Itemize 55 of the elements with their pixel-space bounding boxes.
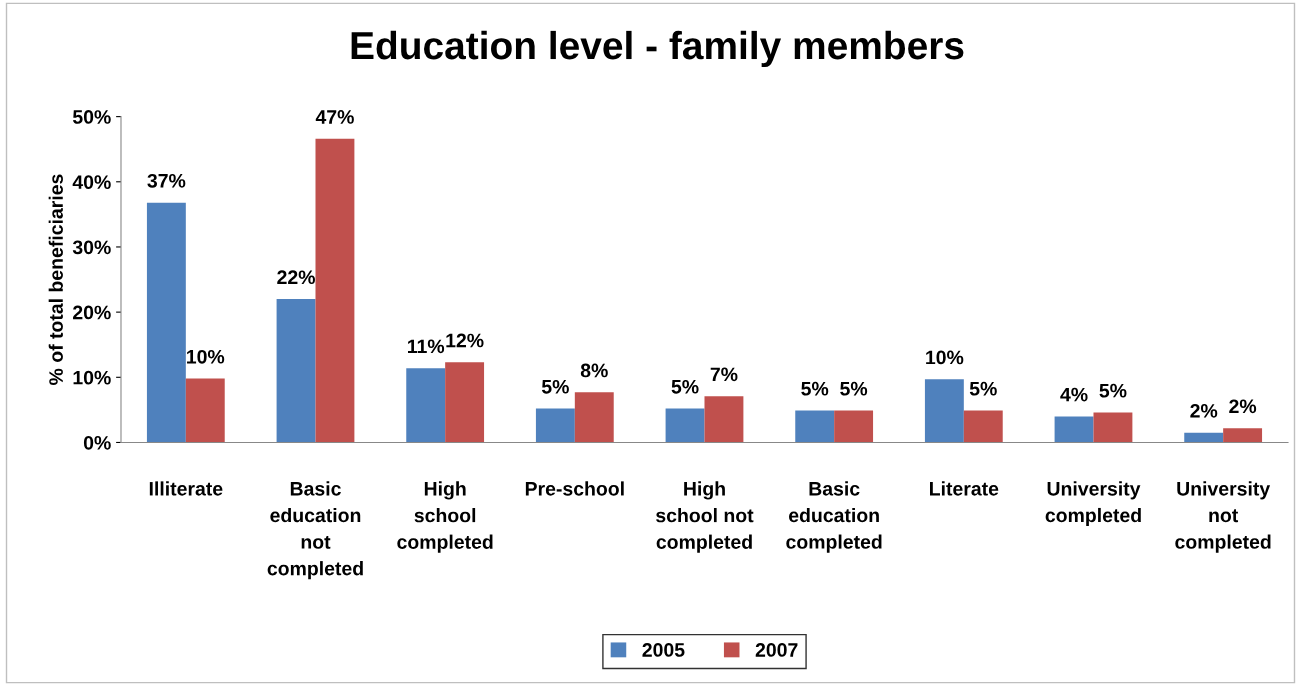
bar bbox=[1054, 416, 1094, 443]
data-label: 5% bbox=[1099, 383, 1127, 398]
x-tick-label: High school not completed bbox=[656, 481, 754, 553]
x-tick-label: University completed bbox=[1045, 481, 1141, 527]
data-label: 5% bbox=[969, 381, 997, 396]
bar bbox=[665, 408, 705, 443]
data-label: 37% bbox=[147, 173, 186, 188]
bar bbox=[1093, 412, 1133, 443]
bar bbox=[574, 392, 614, 443]
bar bbox=[276, 299, 316, 443]
data-label: 47% bbox=[315, 110, 354, 124]
y-tick-label: 20% bbox=[73, 305, 111, 320]
data-label: 8% bbox=[580, 363, 608, 378]
data-label: 22% bbox=[277, 270, 315, 285]
y-tick-label: 0% bbox=[83, 435, 111, 450]
x-tick-label: Literate bbox=[930, 481, 999, 496]
legend-label: 2007 bbox=[755, 643, 798, 657]
data-label: 7% bbox=[710, 367, 738, 382]
data-label: 5% bbox=[671, 379, 699, 394]
data-label: 12% bbox=[446, 333, 484, 348]
x-tick-label: High school completed bbox=[397, 481, 493, 553]
data-label: 10% bbox=[926, 350, 964, 365]
bar bbox=[445, 362, 485, 443]
bar bbox=[1184, 432, 1224, 443]
y-tick-label: 30% bbox=[72, 240, 111, 255]
data-label: 5% bbox=[801, 381, 829, 396]
bar bbox=[834, 410, 874, 443]
data-label: 5% bbox=[541, 379, 569, 394]
x-tick-label: Basic education not completed bbox=[267, 481, 363, 580]
bar bbox=[406, 368, 446, 443]
bar bbox=[704, 396, 744, 443]
x-tick-label: University not completed bbox=[1175, 481, 1271, 553]
data-label: 4% bbox=[1060, 387, 1088, 402]
y-tick-label: 10% bbox=[73, 370, 111, 385]
data-label: 11% bbox=[408, 339, 445, 354]
chart-title: Education level - family members bbox=[351, 30, 964, 68]
bar bbox=[795, 410, 835, 443]
bar bbox=[963, 410, 1003, 443]
bar bbox=[1223, 428, 1263, 443]
y-tick-label: 50% bbox=[72, 110, 111, 124]
bar bbox=[924, 379, 964, 443]
x-tick-label: Pre-school bbox=[525, 481, 624, 496]
data-label: 10% bbox=[187, 349, 225, 364]
legend-label: 2005 bbox=[642, 643, 685, 657]
bar bbox=[185, 378, 225, 443]
x-tick-label: Basic education completed bbox=[786, 481, 882, 553]
x-tick-label: Illiterate bbox=[149, 481, 223, 496]
bar bbox=[535, 408, 575, 443]
bar bbox=[315, 138, 355, 443]
data-label: 5% bbox=[840, 381, 868, 396]
y-axis-title: % of total beneficiaries bbox=[48, 174, 63, 385]
y-tick-label: 40% bbox=[72, 175, 111, 190]
data-label: 2% bbox=[1229, 399, 1257, 414]
bar bbox=[146, 202, 186, 443]
data-label: 2% bbox=[1190, 403, 1218, 418]
